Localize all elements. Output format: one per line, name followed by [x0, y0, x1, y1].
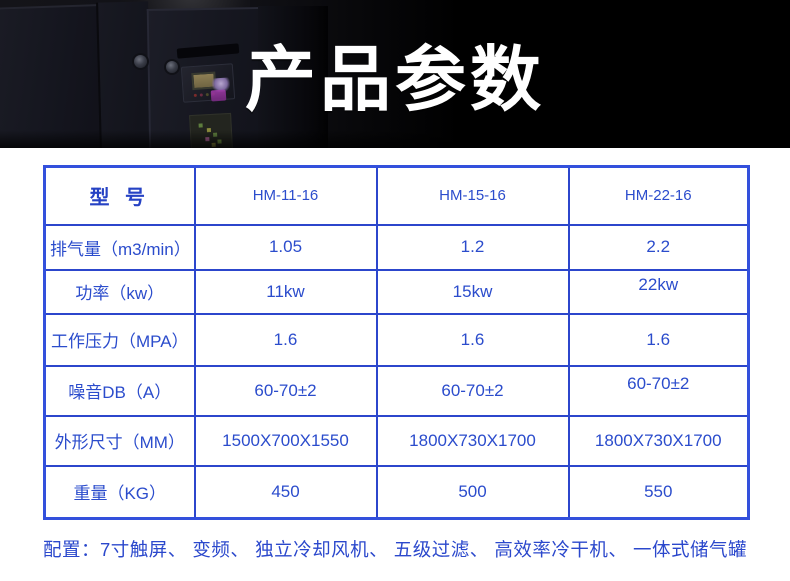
door-knob	[134, 55, 147, 68]
spec-label: 噪音DB（A）	[43, 364, 196, 417]
table-header-row: 型 号 HM-11-16 HM-15-16 HM-22-16	[43, 165, 750, 226]
spec-value: 2.2	[567, 223, 750, 271]
spec-table: 型 号 HM-11-16 HM-15-16 HM-22-16 排气量（m3/mi…	[43, 165, 750, 520]
spec-label: 工作压力（MPA）	[43, 312, 196, 367]
model-column-label: 型 号	[43, 165, 196, 226]
model-header: HM-15-16	[375, 165, 570, 226]
spec-value: 550	[567, 464, 750, 520]
spec-row-displacement: 排气量（m3/min） 1.05 1.2 2.2	[43, 223, 750, 271]
model-header: HM-22-16	[567, 165, 750, 226]
model-header: HM-11-16	[193, 165, 378, 226]
spec-value: 500	[375, 464, 570, 520]
spec-value: 1800X730X1700	[567, 414, 750, 467]
spec-label: 重量（KG）	[43, 464, 196, 520]
spec-label: 外形尺寸（MM）	[43, 414, 196, 467]
spec-value: 60-70±2	[567, 364, 750, 417]
spec-value: 1.6	[193, 312, 378, 367]
spec-value: 450	[193, 464, 378, 520]
spec-value: 11kw	[193, 268, 378, 315]
spec-row-pressure: 工作压力（MPA） 1.6 1.6 1.6	[43, 312, 750, 367]
floor-shadow	[0, 130, 460, 148]
hero-banner: 产品参数	[0, 0, 790, 148]
spec-row-weight: 重量（KG） 450 500 550	[43, 464, 750, 520]
spec-value: 1.05	[193, 223, 378, 271]
spec-value: 15kw	[375, 268, 570, 315]
spec-value: 1500X700X1550	[193, 414, 378, 467]
page-title: 产品参数	[244, 38, 545, 121]
spec-row-noise: 噪音DB（A） 60-70±2 60-70±2 60-70±2	[43, 364, 750, 417]
spec-value: 1.2	[375, 223, 570, 271]
spec-value: 60-70±2	[375, 364, 570, 417]
cabinet-right-side-panel	[258, 6, 328, 148]
spec-value: 22kw	[567, 268, 750, 315]
spec-row-power: 功率（kw） 11kw 15kw 22kw	[43, 268, 750, 315]
spec-table-wrap: 型 号 HM-11-16 HM-15-16 HM-22-16 排气量（m3/mi…	[43, 165, 790, 520]
config-note: 配置：7寸触屏、 变频、 独立冷却风机、 五级过滤、 高效率冷干机、 一体式储气…	[43, 539, 747, 560]
spec-value: 1800X730X1700	[375, 414, 570, 467]
spec-value: 1.6	[567, 312, 750, 367]
spec-value: 1.6	[375, 312, 570, 367]
door-knob	[166, 61, 178, 73]
spec-row-dimensions: 外形尺寸（MM） 1500X700X1550 1800X730X1700 180…	[43, 414, 750, 467]
spec-value: 60-70±2	[193, 364, 378, 417]
spec-label: 排气量（m3/min）	[43, 223, 196, 271]
spec-label: 功率（kw）	[43, 268, 196, 315]
compressor-photo	[0, 0, 460, 148]
